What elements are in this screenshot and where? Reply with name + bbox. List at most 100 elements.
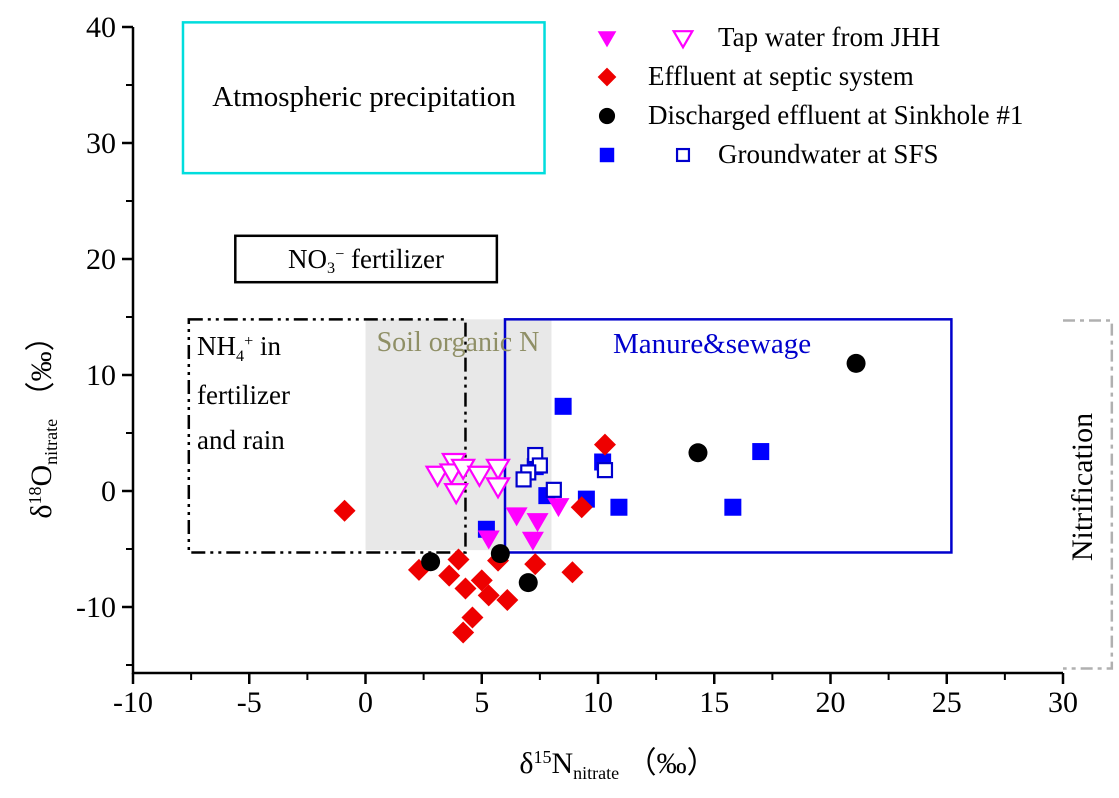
no3-base: NO: [288, 243, 328, 274]
y-delta: δ: [25, 504, 58, 519]
nh4-base: NH: [197, 331, 236, 361]
x-axis-title: δ15Nnitrate （‰）: [468, 738, 768, 784]
y-sup: 18: [25, 486, 46, 505]
x-sub: nitrate: [573, 763, 620, 784]
triangle-open-icon: [671, 29, 695, 50]
x-delta: δ: [519, 747, 534, 780]
groundwater-sfs-open-point: [545, 481, 562, 498]
triangle-legend-marker: [671, 29, 695, 50]
discharged-effluent-sinkhole-1-point: [846, 353, 866, 373]
nh4-sub: 4: [236, 346, 245, 365]
legend-label: Tap water from JHH: [718, 22, 941, 52]
y-axis-title: δ18Onitrate （‰）: [20, 270, 64, 570]
effluent-septic-system-point: [470, 569, 493, 592]
x-tick-label: 0: [358, 686, 373, 719]
x-base: N: [551, 747, 574, 780]
legend-item: Tap water from JHH: [585, 18, 1115, 57]
region-label-nitrification: Nitrification: [1066, 412, 1099, 562]
region-label-nh4-fertilizer-rain: NH4+ in fertilizer and rain: [197, 324, 290, 463]
region-label-no3-fertilizer: NO3− fertilizer: [235, 236, 497, 282]
square-filled-icon: [599, 147, 615, 162]
legend-item: Discharged effluent at Sinkhole #1: [585, 96, 1115, 135]
x-tick-label: -5: [237, 686, 262, 719]
y-sub: nitrate: [41, 418, 62, 465]
tap-water-jhh-filled-point: [526, 513, 549, 533]
legend: Tap water from JHH Effluent at septic sys…: [585, 18, 1115, 174]
y-base: O: [25, 464, 58, 487]
discharged-effluent-sinkhole-1-point: [490, 544, 510, 564]
effluent-septic-system-point: [561, 561, 584, 584]
effluent-septic-system-point: [333, 499, 356, 522]
groundwater-sfs-filled-point: [724, 498, 742, 516]
diamond-legend-marker: [597, 67, 617, 86]
tap-water-jhh-filled-point: [477, 530, 500, 550]
region-border-manure-sewage: [503, 318, 953, 554]
effluent-septic-system-point: [461, 606, 484, 629]
x-tick-label: 30: [1048, 686, 1078, 719]
discharged-effluent-sinkhole-1-point: [688, 443, 708, 463]
diamond-filled-icon: [597, 67, 617, 86]
effluent-septic-system-point: [524, 553, 547, 576]
x-tick-label: -10: [113, 686, 153, 719]
nh4-rest: in: [253, 331, 281, 361]
effluent-septic-system-point: [477, 584, 500, 607]
effluent-septic-system-point: [447, 548, 470, 571]
nh4-line2: fertilizer: [197, 380, 290, 410]
y-tick-label: 40: [86, 11, 116, 44]
no3-rest: fertilizer: [344, 243, 444, 274]
effluent-septic-system-point: [452, 621, 475, 644]
effluent-septic-system-point: [454, 577, 477, 600]
square-open-icon: [675, 147, 691, 162]
tap-water-jhh-open-point: [466, 465, 493, 488]
legend-item: Effluent at septic system: [585, 57, 1115, 96]
x-tick-label: 10: [583, 686, 613, 719]
groundwater-sfs-filled-point: [610, 498, 628, 516]
region-border-nitrification: [1063, 319, 1114, 670]
tap-water-jhh-open-point: [485, 477, 511, 500]
y-tick-label: 0: [101, 475, 116, 508]
groundwater-sfs-open-point: [515, 471, 532, 488]
effluent-septic-system-point: [570, 496, 593, 519]
region-border-nh4-in-fertilizer-and-rain: [187, 318, 467, 554]
region-border-atmospheric-precipitation: [181, 21, 546, 175]
tap-water-jhh-open-point: [443, 483, 470, 506]
nh4-line3: and rain: [197, 425, 285, 455]
region-label-soil-organic-n: Soil organic N: [376, 327, 540, 358]
x-units: （‰）: [626, 747, 717, 780]
effluent-septic-system-point: [593, 433, 616, 456]
circle-legend-marker: [598, 107, 616, 124]
tap-water-jhh-open-point: [424, 465, 451, 488]
square-legend-marker: [675, 147, 691, 162]
groundwater-sfs-open-point: [596, 462, 614, 479]
y-tick-label: -10: [76, 591, 116, 624]
region-border-no3-fertilizer: [234, 234, 499, 284]
region-label-manure-sewage: Manure&sewage: [613, 328, 812, 360]
discharged-effluent-sinkhole-1-point: [518, 573, 538, 593]
groundwater-sfs-filled-point: [752, 443, 770, 461]
no3-sup: −: [335, 244, 345, 263]
y-tick-label: 30: [86, 127, 116, 160]
x-sup: 15: [533, 747, 552, 768]
triangle-filled-icon: [597, 30, 617, 47]
nh4-sup: +: [244, 332, 254, 351]
effluent-septic-system-point: [438, 564, 461, 587]
y-tick-label: 20: [86, 243, 116, 276]
groundwater-sfs-filled-point: [554, 397, 572, 415]
square-legend-marker: [599, 147, 615, 162]
x-tick-label: 25: [932, 686, 962, 719]
discharged-effluent-sinkhole-1-point: [421, 552, 441, 572]
no3-sub: 3: [327, 259, 336, 278]
circle-filled-icon: [598, 107, 616, 124]
legend-label: Discharged effluent at Sinkhole #1: [648, 100, 1024, 130]
triangle-legend-marker: [597, 30, 617, 47]
x-tick-label: 15: [699, 686, 729, 719]
y-tick-label: 10: [86, 359, 116, 392]
legend-label: Effluent at septic system: [648, 61, 914, 91]
tap-water-jhh-filled-point: [505, 507, 528, 527]
effluent-septic-system-point: [496, 589, 519, 612]
legend-label: Groundwater at SFS: [718, 139, 939, 169]
y-units: （‰）: [25, 321, 58, 412]
legend-item: Groundwater at SFS: [585, 135, 1115, 174]
